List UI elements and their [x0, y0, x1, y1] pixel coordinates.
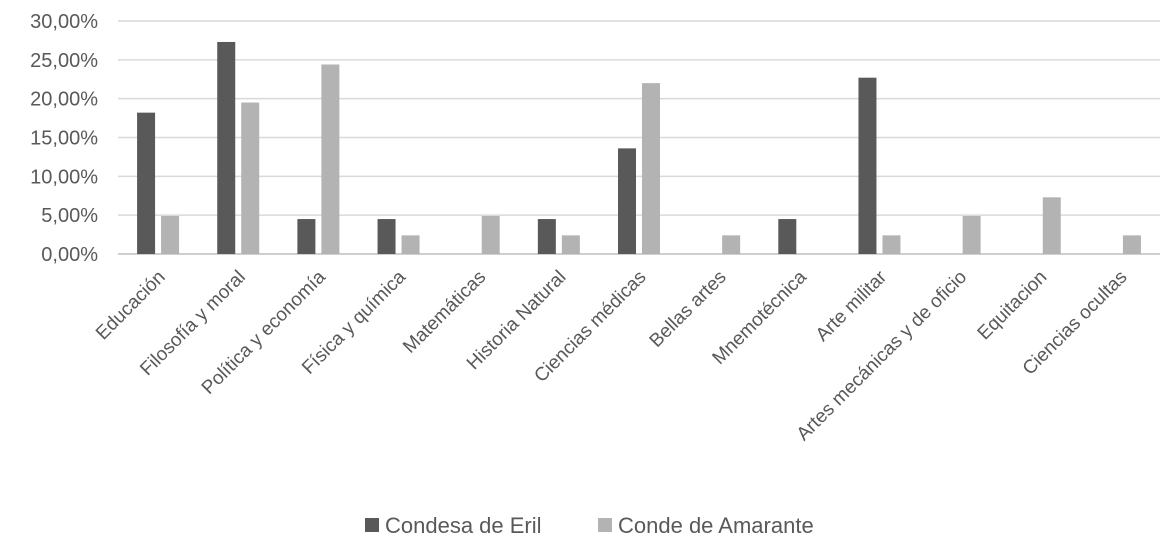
category-label: Matemáticas: [399, 267, 490, 358]
bar-conde-de-amarante: [321, 64, 340, 254]
category-label: Equitacion: [974, 267, 1052, 345]
bar-conde-de-amarante: [161, 215, 180, 254]
bar-conde-de-amarante: [401, 235, 420, 254]
bar-condesa-de-eril: [618, 148, 636, 254]
legend-label: Condesa de Eril: [385, 513, 542, 538]
bar-conde-de-amarante: [1042, 197, 1061, 254]
bar-condesa-de-eril: [778, 219, 797, 254]
category-label: Bellas artes: [646, 267, 731, 352]
legend-label: Conde de Amarante: [618, 513, 814, 538]
bar-condesa-de-eril: [377, 219, 396, 254]
bar-conde-de-amarante: [481, 215, 500, 254]
y-tick-label: 20,00%: [30, 89, 98, 111]
y-tick-label: 30,00%: [30, 11, 98, 33]
y-tick-label: 5,00%: [41, 205, 98, 227]
bar-condesa-de-eril: [858, 77, 877, 255]
bar-conde-de-amarante: [722, 235, 741, 254]
category-label: Educación: [92, 267, 170, 345]
y-tick-label: 25,00%: [30, 50, 98, 72]
legend: Condesa de Eril Conde de Amarante: [365, 513, 814, 538]
y-tick-label: 10,00%: [30, 166, 98, 188]
legend-swatch: [365, 518, 379, 532]
gridlines: [118, 20, 1160, 255]
category-label: Artes mecánicas y de oficio: [793, 267, 971, 445]
bar-conde-de-amarante: [1122, 235, 1141, 254]
bar-conde-de-amarante: [882, 235, 901, 254]
bar-conde-de-amarante: [642, 83, 660, 254]
bar-conde-de-amarante: [241, 102, 260, 254]
bar-conde-de-amarante: [962, 215, 981, 254]
bar-conde-de-amarante: [561, 235, 580, 254]
legend-swatch: [598, 518, 612, 532]
bar-condesa-de-eril: [217, 41, 236, 254]
y-axis-tick-labels: 0,00% 5,00% 10,00% 15,00% 20,00% 25,00% 30,00%: [30, 11, 98, 266]
bar-condesa-de-eril: [537, 219, 556, 254]
bar-condesa-de-eril: [137, 112, 156, 254]
bar-condesa-de-eril: [297, 219, 316, 254]
y-tick-label: 15,00%: [30, 128, 98, 150]
bars: [137, 41, 1141, 255]
y-tick-label: 0,00%: [41, 244, 98, 266]
category-label: Arte militar: [812, 266, 892, 346]
